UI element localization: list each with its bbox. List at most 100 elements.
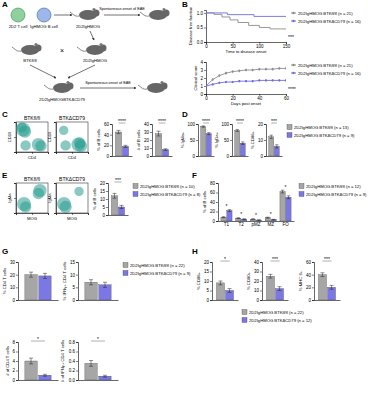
tick-mark xyxy=(204,27,206,28)
diagram-label: 2D2IgHMOG xyxy=(76,24,100,29)
tick: 50 xyxy=(190,138,198,143)
plot-area xyxy=(318,273,335,300)
tick-label: 4 xyxy=(12,359,15,364)
bar xyxy=(242,219,247,221)
bar xyxy=(256,220,261,221)
tick: 0 xyxy=(12,378,18,383)
tick: 15 xyxy=(70,260,78,265)
tick-label: 5 xyxy=(206,288,209,293)
legend-label: 2D2IgHMOG BTKΔCD79 (n = 8) xyxy=(140,192,201,197)
axis-title: % CD80+ xyxy=(246,271,251,290)
bar xyxy=(25,275,37,300)
mouse-ear xyxy=(66,81,69,84)
tick-mark xyxy=(260,262,262,263)
tick: T2 xyxy=(239,222,245,227)
marker xyxy=(272,79,274,81)
tick: 6 xyxy=(12,349,18,354)
tick: 5 xyxy=(206,288,212,293)
axis-line xyxy=(57,214,89,216)
tick-label: 0.6 xyxy=(69,349,76,354)
tick: 2 xyxy=(200,76,206,81)
tick-mark xyxy=(196,156,198,157)
marker xyxy=(212,83,214,85)
error-bar xyxy=(266,68,267,71)
error-bar xyxy=(103,282,107,287)
error-bar xyxy=(29,272,33,277)
error-bar xyxy=(241,142,244,145)
bar xyxy=(39,375,51,380)
tick-label: 20 xyxy=(254,279,260,284)
bar xyxy=(221,217,226,221)
tick: 0 xyxy=(226,154,232,159)
tick-mark xyxy=(216,221,218,222)
error-bar xyxy=(278,287,282,291)
tick-mark xyxy=(16,275,18,276)
tick-mark xyxy=(150,140,152,141)
axis: 01020 xyxy=(258,122,267,159)
annotation: *** xyxy=(324,256,330,262)
diagram-label: 2D2IgHMOG xyxy=(83,58,107,63)
mouse-icon xyxy=(44,81,74,93)
error-bar xyxy=(222,216,225,218)
legend-swatch xyxy=(242,310,247,315)
tick: 100 xyxy=(221,122,232,127)
tick: 3 xyxy=(200,68,206,73)
error-bar xyxy=(212,83,213,85)
tick-mark xyxy=(16,380,18,381)
axis-title: % of B cells xyxy=(92,188,97,210)
annotation: * xyxy=(226,203,228,209)
tick: 10 xyxy=(10,285,18,290)
tick-label: 100 xyxy=(187,122,195,127)
mouse-ear xyxy=(92,8,95,11)
tick-mark xyxy=(16,213,17,215)
error-bar xyxy=(212,78,213,81)
panel-label: E xyxy=(2,171,8,180)
error-bar xyxy=(287,196,290,199)
axis-line xyxy=(196,125,199,157)
tick: 20 xyxy=(204,260,212,265)
plot-area xyxy=(221,190,291,221)
tick-mark xyxy=(196,140,198,141)
error-bar xyxy=(219,82,220,84)
tick-mark xyxy=(72,152,73,154)
error-bar xyxy=(252,80,253,82)
bar xyxy=(99,376,111,380)
tick-mark xyxy=(48,213,49,215)
mouse-tail xyxy=(12,47,21,51)
bar xyxy=(216,283,224,300)
error-bar xyxy=(252,68,253,71)
tick-mark xyxy=(16,342,18,343)
axis xyxy=(263,300,289,301)
axis xyxy=(199,156,215,157)
axis-line xyxy=(150,125,153,157)
arrow xyxy=(54,15,72,16)
annotation: * xyxy=(255,212,257,218)
tick-mark xyxy=(230,156,232,157)
tick-mark xyxy=(56,213,57,215)
error-bar xyxy=(266,79,267,81)
error-bar xyxy=(226,72,227,75)
tick xyxy=(72,152,73,154)
mouse-ear xyxy=(160,81,163,84)
tick: 1.0 xyxy=(197,11,206,16)
bar xyxy=(318,275,326,300)
annotation: * xyxy=(285,184,287,190)
plot-area xyxy=(269,135,279,156)
tick-label: 30 xyxy=(10,260,16,265)
legend-swatch xyxy=(299,192,304,197)
legend-label: 2D2IgHMOG BTKfl/fl (n = 21) xyxy=(298,11,353,16)
error-bar xyxy=(123,145,127,147)
tick-label: 10 xyxy=(144,146,150,151)
legend-label: 2D2IgHMOG BTKΔCD79 (n = 12) xyxy=(249,318,312,323)
bar xyxy=(115,132,121,156)
tick-label: 20 xyxy=(210,209,216,214)
error-bar xyxy=(207,133,210,135)
tick-label: 80 xyxy=(210,181,216,186)
annotation: * xyxy=(37,336,39,342)
marker xyxy=(258,79,260,81)
legend-swatch xyxy=(133,192,138,197)
axis: 0204060 xyxy=(306,260,315,303)
marker xyxy=(278,67,280,69)
diagram-label: Spontaneous onset of EAE xyxy=(85,81,131,85)
tick: 0 xyxy=(205,42,208,49)
